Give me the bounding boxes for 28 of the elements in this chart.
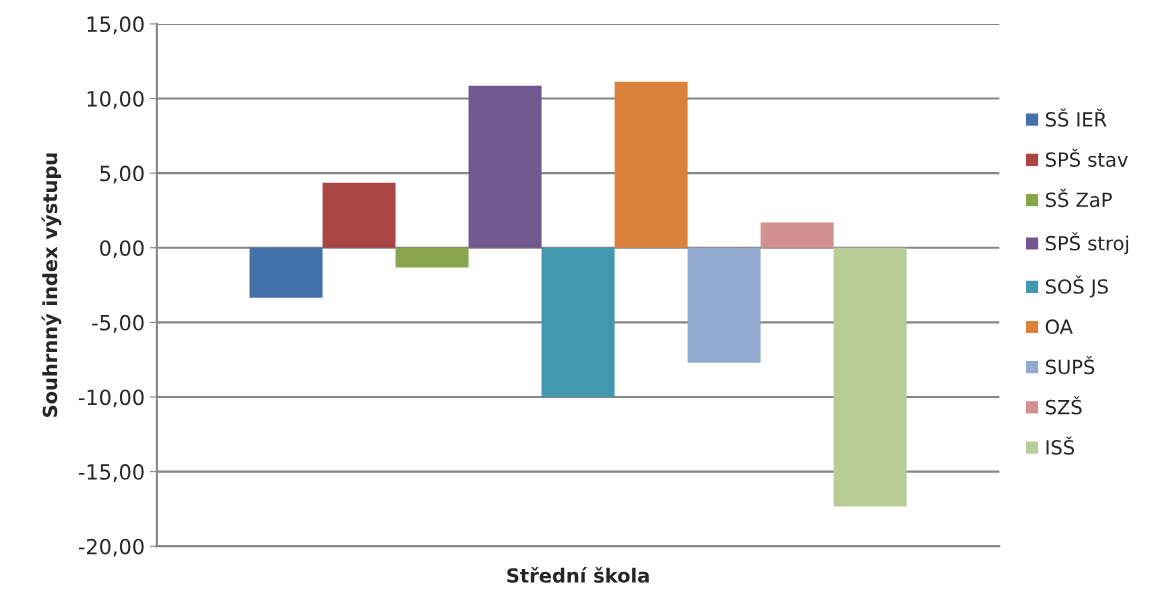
y-tick-label: 15,00 (87, 16, 144, 35)
legend-label: SŠ IEŘ (1045, 108, 1107, 127)
y-tick-label: 5,00 (100, 165, 144, 184)
bar (249, 247, 323, 298)
legend-label: SOŠ JS (1045, 275, 1108, 298)
bar (395, 247, 469, 268)
y-tick-label: 0,00 (100, 240, 144, 259)
y-tick-label: -10,00 (78, 389, 144, 408)
bar (760, 222, 834, 248)
bar (833, 247, 907, 507)
bar (614, 81, 688, 248)
y-tick-label: 10,00 (87, 90, 144, 109)
y-tick-label: -5,00 (92, 314, 144, 333)
y-tick-label: -20,00 (78, 538, 144, 557)
x-axis-title: Střední škola (507, 567, 649, 583)
y-axis-title: Souhrnný index výstupu (41, 153, 62, 417)
legend-label: SPŠ stroj (1045, 232, 1129, 255)
legend-label: SŠ ZaP (1045, 188, 1112, 208)
legend-label: SUPŠ (1045, 356, 1095, 375)
legend-label: OA (1045, 319, 1073, 335)
bar (468, 85, 542, 248)
legend-label: SPŠ stav (1045, 148, 1128, 167)
legend-label: SZŠ (1045, 396, 1082, 415)
bar (687, 247, 761, 363)
y-tick-label: -15,00 (78, 464, 144, 482)
legend-label: ISŠ (1046, 436, 1075, 455)
bar (541, 247, 615, 398)
bar (322, 182, 396, 248)
